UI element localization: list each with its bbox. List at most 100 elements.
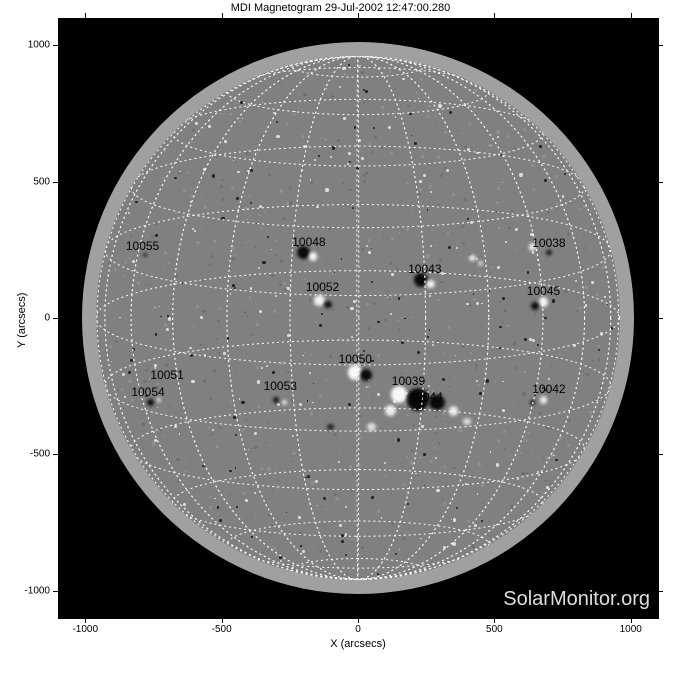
noise-speckle [328, 227, 331, 230]
x-tick-mark [631, 618, 632, 623]
noise-speckle [183, 189, 186, 192]
noise-speckle [189, 347, 191, 349]
noise-speckle [289, 187, 292, 190]
noise-speckle [337, 139, 340, 142]
noise-speckle [319, 394, 322, 397]
noise-speckle [385, 294, 388, 297]
noise-speckle [160, 182, 161, 183]
noise-speckle [323, 497, 326, 500]
noise-speckle [316, 321, 318, 323]
noise-speckle [132, 348, 135, 351]
noise-speckle [166, 354, 167, 355]
noise-speckle [437, 155, 440, 158]
noise-speckle [418, 98, 419, 99]
noise-speckle [246, 152, 249, 155]
noise-speckle [456, 247, 458, 249]
noise-speckle [440, 281, 443, 284]
noise-speckle [236, 506, 238, 508]
noise-speckle [465, 383, 467, 385]
noise-speckle [348, 152, 351, 155]
noise-speckle [542, 457, 544, 459]
noise-speckle [365, 90, 368, 93]
noise-speckle [106, 339, 107, 340]
noise-speckle [345, 554, 348, 557]
noise-speckle [453, 518, 456, 521]
noise-speckle [443, 546, 446, 549]
noise-speckle [585, 304, 588, 307]
noise-speckle [568, 419, 571, 422]
noise-speckle [396, 208, 398, 210]
x-tick-label: 500 [486, 624, 503, 635]
noise-speckle [449, 391, 451, 393]
noise-speckle [532, 251, 535, 254]
noise-speckle [430, 557, 431, 558]
noise-speckle [367, 181, 369, 183]
noise-speckle [213, 432, 215, 434]
noise-speckle [125, 261, 127, 263]
noise-speckle [341, 258, 342, 259]
noise-speckle [297, 454, 299, 456]
noise-speckle [519, 419, 521, 421]
noise-speckle [201, 229, 203, 231]
noise-speckle [476, 302, 479, 305]
noise-speckle [589, 411, 592, 414]
noise-speckle [333, 295, 335, 297]
noise-speckle [192, 129, 195, 132]
noise-speckle [549, 483, 552, 486]
noise-speckle [531, 164, 534, 167]
noise-speckle [475, 517, 478, 520]
noise-speckle [506, 512, 509, 515]
noise-speckle [321, 313, 323, 315]
noise-speckle [232, 255, 233, 256]
noise-speckle [298, 516, 301, 519]
noise-speckle [261, 367, 263, 369]
noise-speckle [452, 193, 455, 196]
y-tick-mark [658, 591, 663, 592]
noise-speckle [223, 352, 226, 355]
noise-speckle [209, 524, 210, 525]
noise-speckle [464, 231, 465, 232]
noise-speckle [486, 379, 489, 382]
noise-speckle [366, 245, 368, 247]
noise-speckle [363, 180, 366, 183]
noise-speckle [230, 293, 231, 294]
noise-speckle [245, 499, 248, 502]
noise-speckle [496, 463, 499, 466]
noise-speckle [180, 282, 183, 285]
noise-speckle [361, 71, 364, 74]
noise-speckle [539, 216, 540, 217]
noise-speckle [398, 201, 399, 202]
noise-speckle [361, 248, 364, 251]
active-region-blob [327, 424, 334, 431]
noise-speckle [467, 218, 469, 220]
noise-speckle [224, 140, 227, 143]
noise-speckle [373, 302, 376, 305]
noise-speckle [338, 461, 340, 463]
noise-speckle [548, 212, 549, 213]
noise-speckle [332, 309, 334, 311]
noise-speckle [506, 336, 508, 338]
noise-speckle [264, 512, 266, 514]
noise-speckle [221, 433, 223, 435]
noise-speckle [567, 444, 570, 447]
active-region-blob [478, 261, 483, 266]
noise-speckle [368, 327, 371, 330]
noise-speckle [219, 427, 221, 429]
noise-speckle [567, 233, 570, 236]
y-tick-mark [53, 454, 58, 455]
noise-speckle [420, 78, 422, 80]
noise-speckle [545, 480, 548, 483]
noise-speckle [369, 142, 371, 144]
y-tick-label: -1000 [24, 585, 50, 596]
noise-speckle [282, 217, 285, 220]
noise-speckle [612, 317, 613, 318]
noise-speckle [260, 201, 261, 202]
active-region-blob [282, 400, 287, 405]
noise-speckle [409, 113, 412, 116]
noise-speckle [363, 101, 366, 104]
active-region-blob [530, 400, 535, 405]
noise-speckle [207, 427, 210, 430]
noise-speckle [249, 195, 252, 198]
noise-speckle [109, 345, 112, 348]
noise-speckle [196, 241, 199, 244]
